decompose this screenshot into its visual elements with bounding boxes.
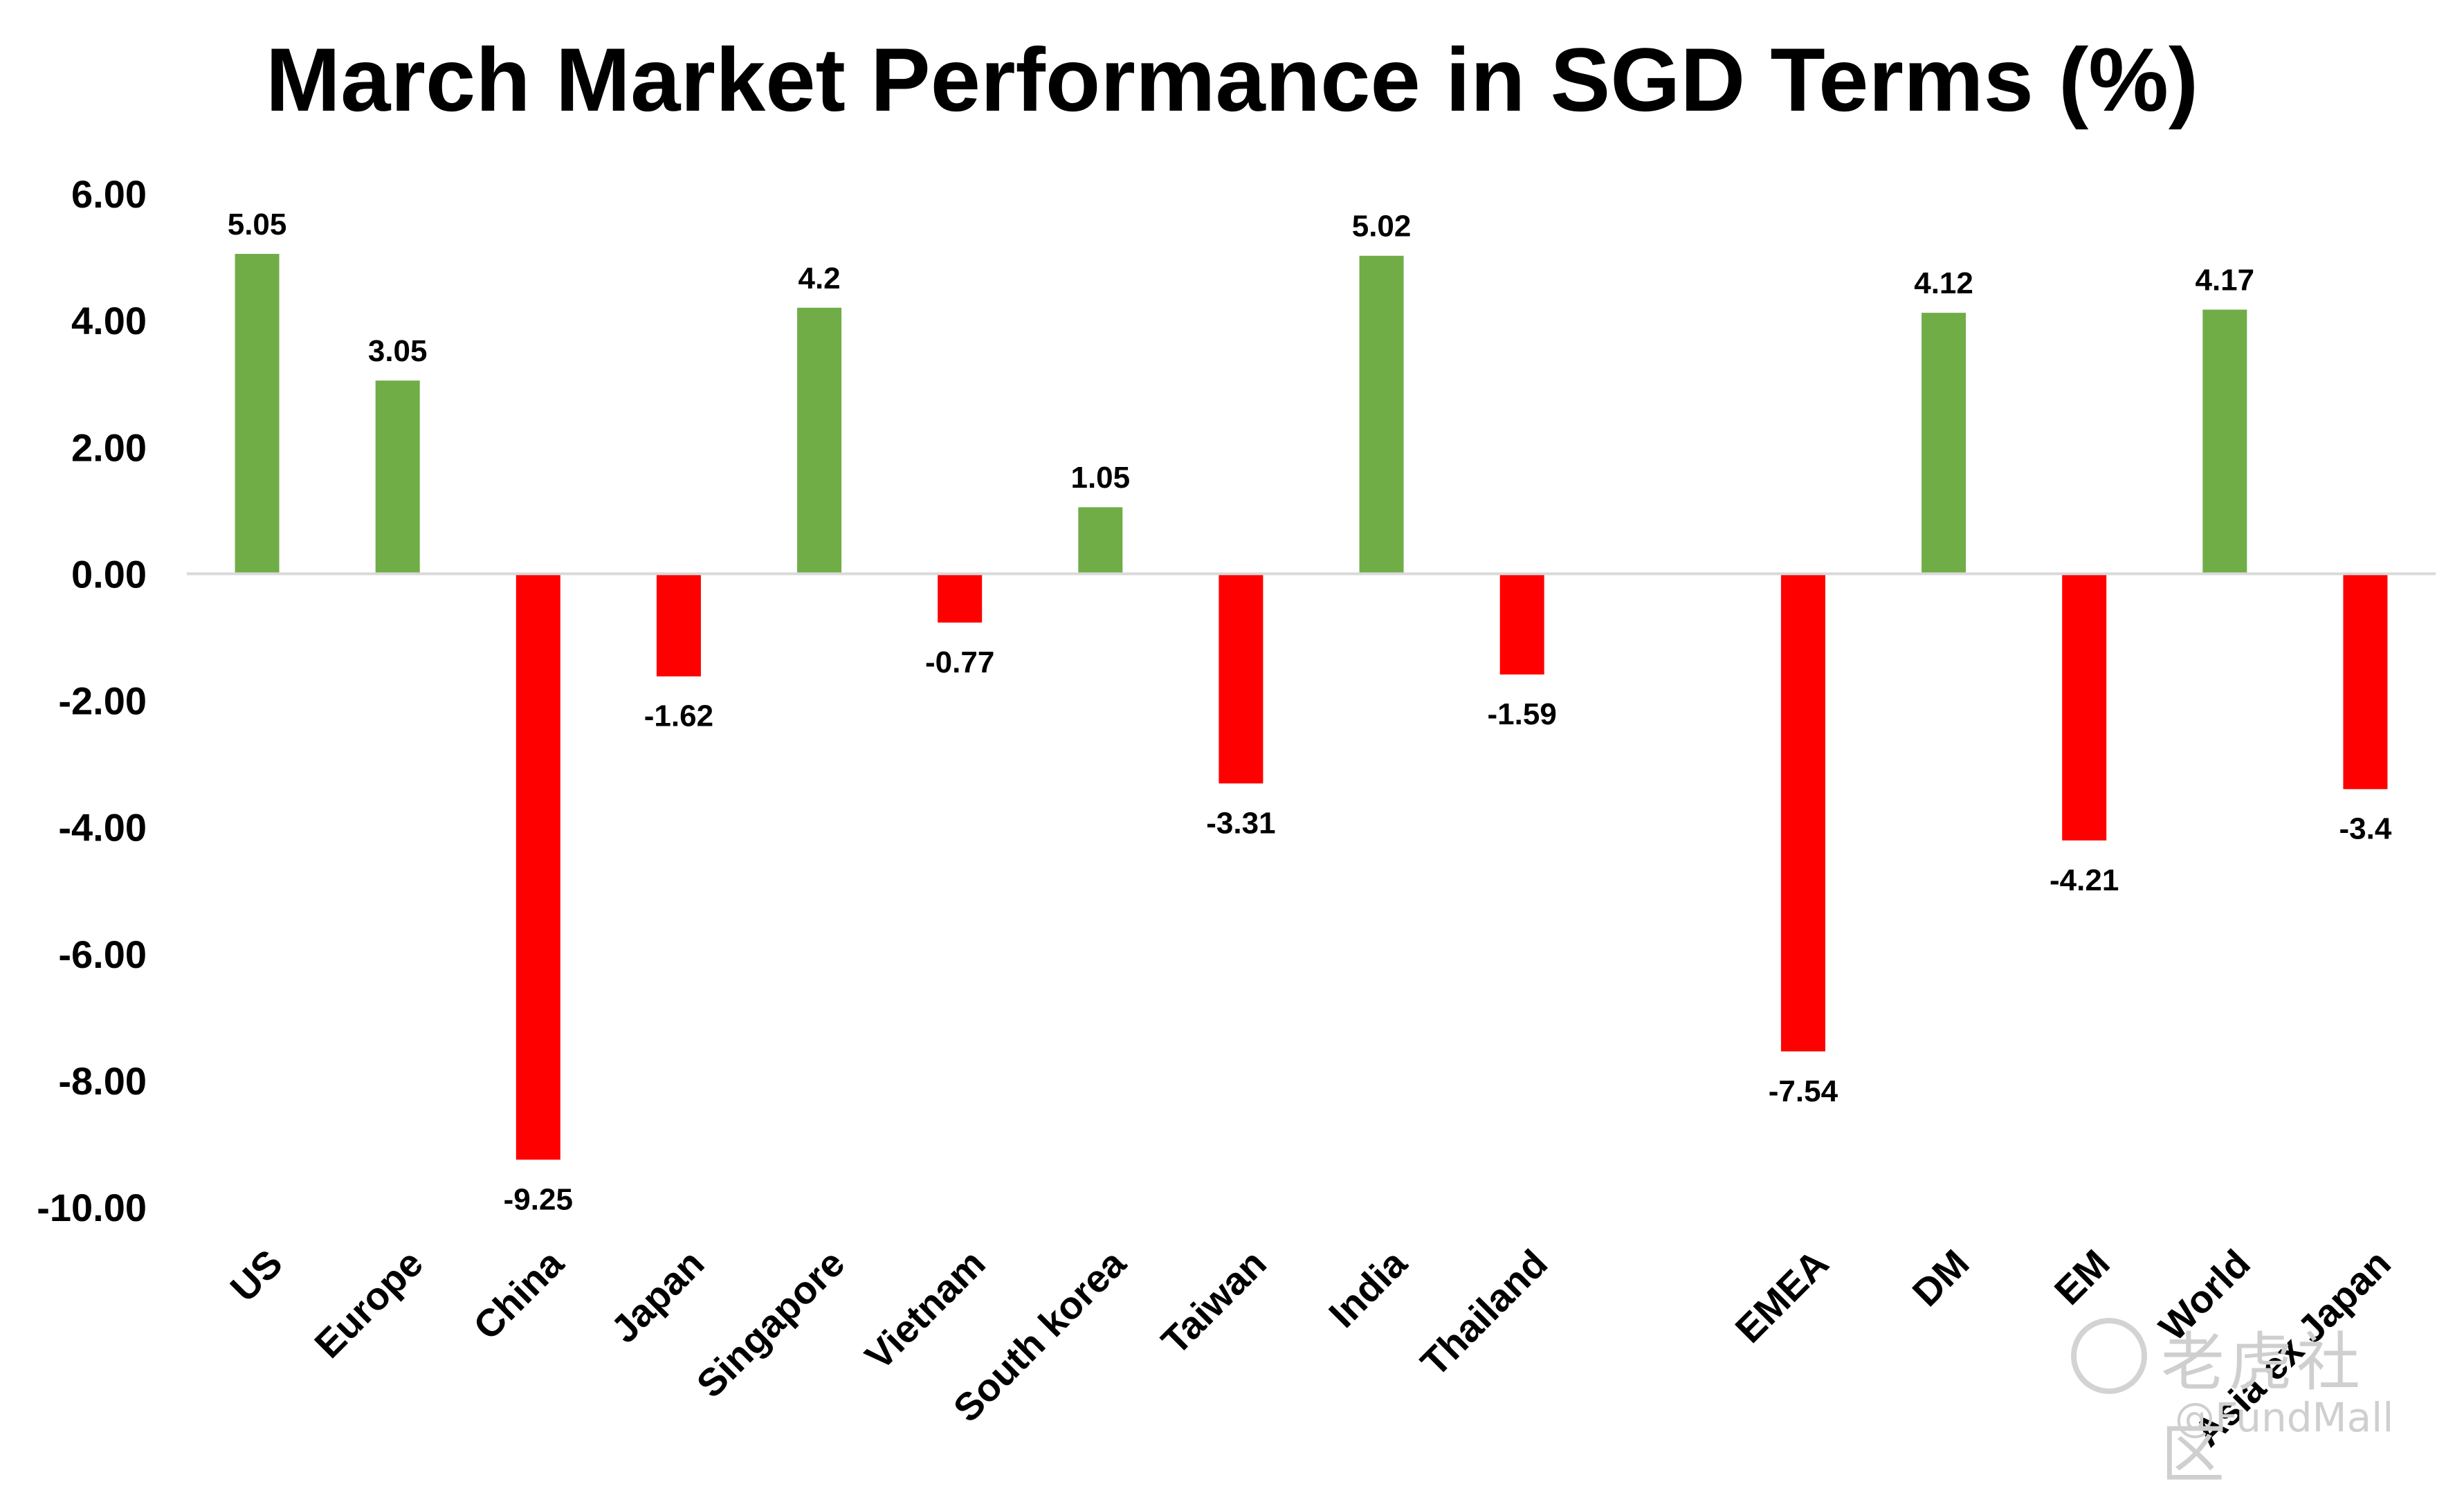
bar — [656, 574, 701, 677]
x-tick-label: Thailand — [1412, 1241, 1555, 1384]
x-tick-label: US — [221, 1241, 291, 1310]
data-label: 5.02 — [1352, 210, 1412, 244]
bar — [515, 574, 560, 1160]
tiger-logo-icon — [2071, 1318, 2147, 1394]
data-label: -0.77 — [925, 645, 994, 679]
bar — [2062, 574, 2107, 841]
data-label: -7.54 — [1769, 1074, 1838, 1108]
bar — [797, 307, 842, 574]
bar — [1499, 574, 1544, 675]
data-label: 4.17 — [2195, 264, 2254, 297]
bar — [2343, 574, 2388, 789]
data-label: -1.59 — [1488, 697, 1557, 731]
bars-group — [235, 253, 2388, 1160]
y-tick-label: 2.00 — [71, 425, 147, 469]
y-tick-label: 4.00 — [71, 299, 147, 342]
data-labels-group: 5.05 3.05 -9.25 -1.62 4.2 -0.77 1.05 -3.31 5.02 -… — [228, 208, 2392, 1216]
bar — [2202, 309, 2247, 574]
bar — [1780, 574, 1825, 1052]
data-label: -3.4 — [2339, 812, 2392, 846]
y-tick-label: -4.00 — [58, 806, 147, 850]
data-label: -3.31 — [1206, 806, 1275, 840]
x-tick-label: EM — [2046, 1241, 2118, 1313]
x-tick-label: Taiwan — [1153, 1241, 1275, 1363]
x-tick-label: DM — [1904, 1241, 1977, 1314]
data-label: 4.12 — [1914, 266, 1973, 300]
data-label: 5.05 — [228, 208, 287, 241]
bar — [938, 574, 983, 623]
bar — [1219, 574, 1263, 784]
y-tick-label: 0.00 — [71, 552, 147, 596]
y-tick-label: -8.00 — [58, 1059, 147, 1103]
data-label: 3.05 — [368, 334, 428, 368]
x-tick-label: EMEA — [1726, 1241, 1836, 1351]
bar — [1078, 507, 1123, 574]
bar — [375, 380, 420, 574]
bar — [1359, 255, 1404, 574]
y-tick-label: -6.00 — [58, 933, 147, 976]
bar — [1922, 313, 1966, 574]
x-tick-label: Vietnam — [857, 1241, 994, 1378]
y-axis: 6.00 4.00 2.00 0.00 -2.00 -4.00 -6.00 -8.00 -10.… — [37, 172, 147, 1229]
bar — [235, 253, 280, 574]
data-label: 1.05 — [1070, 461, 1130, 495]
watermark-brand: 老虎社区 — [2161, 1326, 2365, 1492]
data-label: -9.25 — [504, 1182, 573, 1216]
y-tick-label: 6.00 — [71, 172, 147, 216]
y-tick-label: -10.00 — [37, 1186, 147, 1229]
y-tick-label: -2.00 — [58, 679, 147, 723]
data-label: 4.2 — [798, 262, 840, 295]
watermark: 老虎社区 @FundMall — [2071, 1304, 2431, 1492]
watermark-handle: @FundMall — [2175, 1394, 2394, 1441]
x-tick-label: India — [1320, 1240, 1416, 1336]
x-tick-label: Europe — [306, 1241, 431, 1366]
x-tick-label: Japan — [602, 1241, 712, 1351]
data-label: -4.21 — [2050, 863, 2119, 897]
x-tick-label: Singapore — [688, 1241, 852, 1406]
data-label: -1.62 — [644, 699, 713, 733]
x-tick-label: China — [465, 1240, 572, 1348]
chart-title: March Market Performance in SGD Terms (%… — [265, 29, 2199, 130]
